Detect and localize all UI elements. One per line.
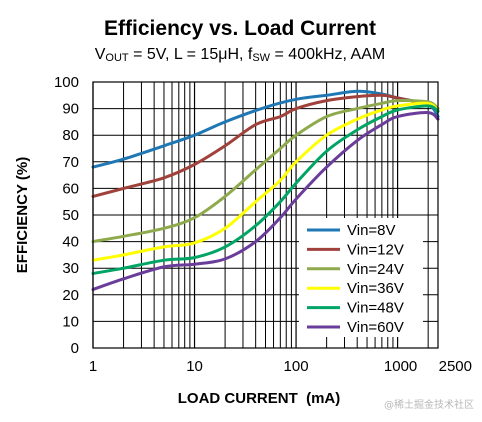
legend-label: Vin=48V [347,300,404,317]
y-tick-label: 60 [62,180,79,197]
data-series [91,89,440,291]
y-axis-label: EFFICIENCY (%) [14,157,31,273]
series-line-vin-24v [91,99,440,244]
y-axis-ticks: 0 10 20 30 40 50 60 70 80 90 100 [54,74,79,357]
series-line-vin-48v [91,104,440,275]
x-tick-label: 10 [186,358,203,375]
legend-label: Vin=12V [347,241,404,258]
series-line-vin-60v [91,111,440,291]
series-line-vin-36v [91,101,440,262]
y-tick-label: 80 [62,127,79,144]
y-tick-label: 100 [54,74,79,91]
x-axis-label: LOAD CURRENT (mA) [178,390,341,407]
x-tick-label: 1000 [384,358,417,375]
plot-area-frame [92,81,439,349]
legend-label: Vin=24V [347,261,404,278]
y-tick-label: 90 [62,101,79,118]
subtitle-v-subscript: OUT [105,52,129,64]
subtitle-v: V [95,46,106,63]
legend: Vin=8V Vin=12V Vin=24V Vin=36V Vin=48V Vin=60… [299,218,423,337]
legend-box [299,218,423,337]
y-tick-label: 20 [62,287,79,304]
x-axis-ticks: 1 10 100 1000 2500 [89,358,472,375]
y-tick-label: 40 [62,234,79,251]
x-tick-label: 100 [284,358,309,375]
y-tick-label: 30 [62,260,79,277]
y-tick-label: 10 [62,313,79,330]
series-line-vin-12v [91,93,440,198]
x-tick-label: 1 [89,358,97,375]
subtitle-end: = 400kHz, AAM [270,46,385,63]
subtitle-params: = 5V, L = 15μH, f [129,46,253,63]
y-tick-label: 50 [62,207,79,224]
watermark-text: @稀土掘金技术社区 [384,398,474,411]
subtitle-f-subscript: SW [252,52,270,64]
legend-label: Vin=60V [347,319,404,336]
chart-subtitle: VOUT = 5V, L = 15μH, fSW = 400kHz, AAM [95,46,385,64]
legend-label: Vin=36V [347,280,404,297]
x-tick-label: 2500 [439,358,472,375]
y-tick-label: 70 [62,154,79,171]
chart-title: Efficiency vs. Load Current [104,17,376,40]
y-tick-label: 0 [71,340,79,357]
legend-label: Vin=8V [347,222,396,239]
